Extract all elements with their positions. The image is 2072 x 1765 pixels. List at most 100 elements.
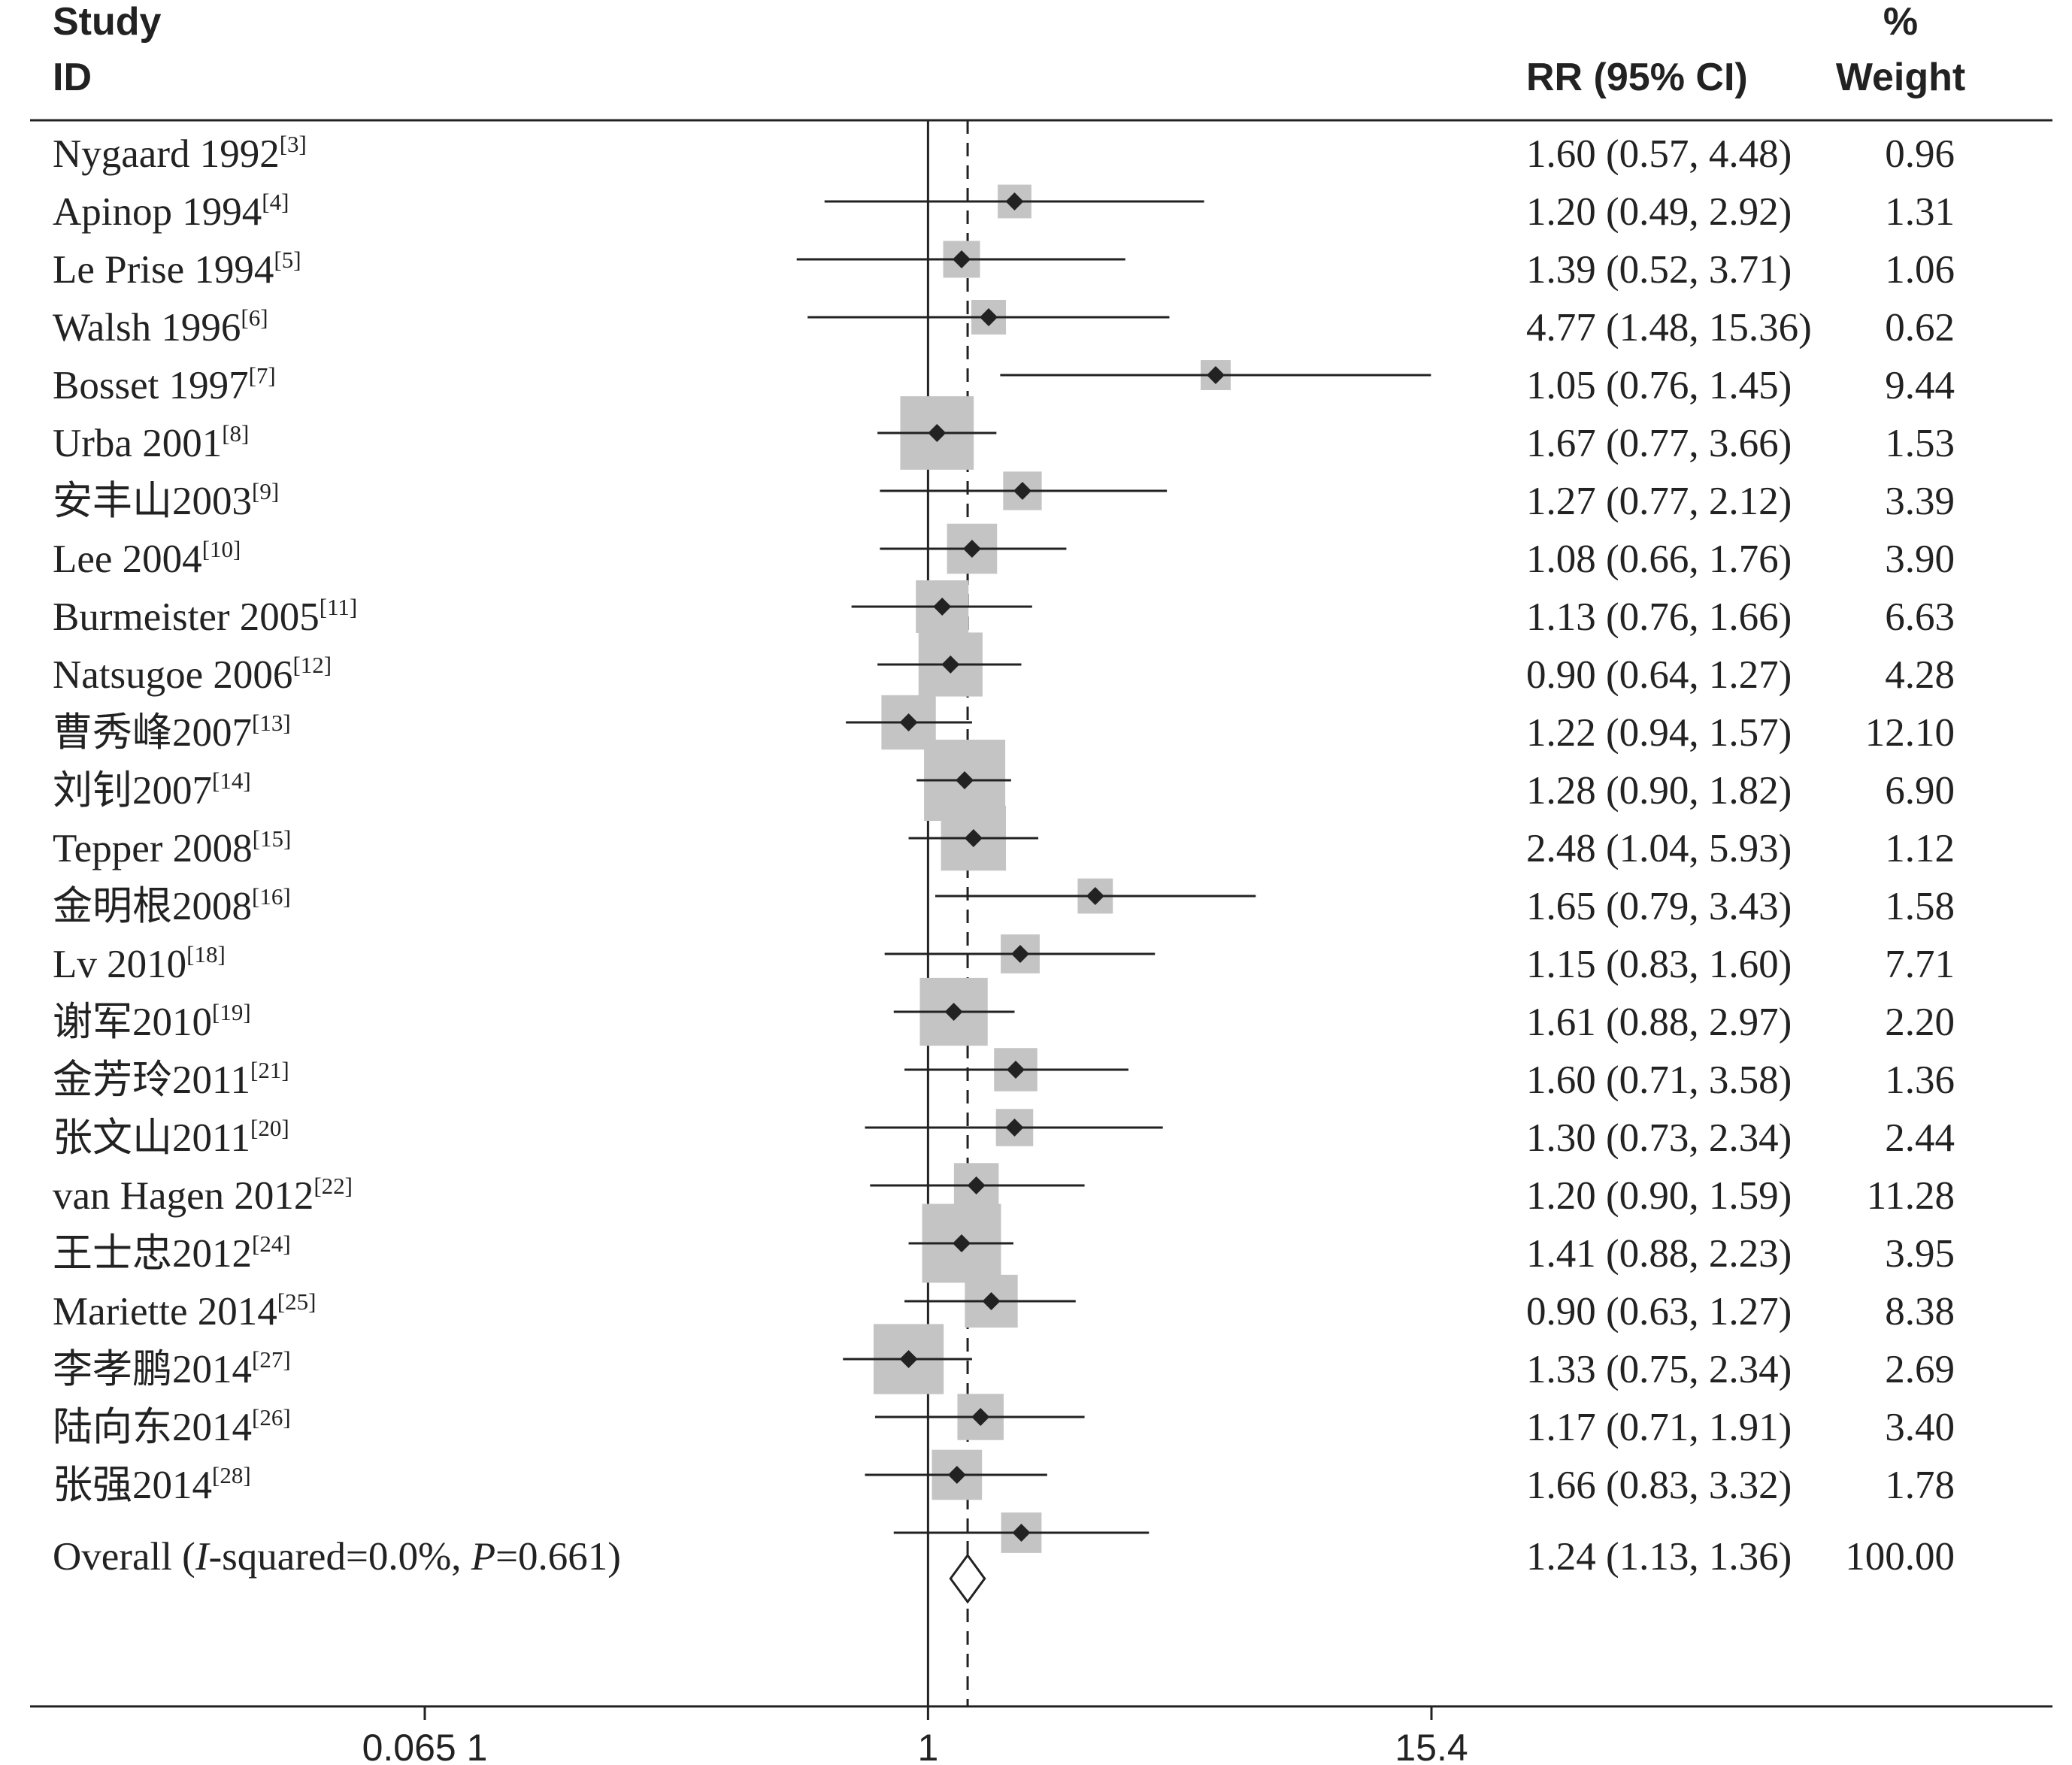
- point-estimate-marker: [964, 829, 983, 847]
- study-name: 安丰山2003: [53, 480, 252, 523]
- point-estimate-marker: [980, 308, 998, 326]
- study-label: 金明根2008[16]: [53, 883, 291, 928]
- study-ref: [16]: [252, 883, 291, 910]
- study-name: 李孝鹏2014: [53, 1348, 252, 1391]
- study-rr-ci: 1.66 (0.83, 3.32): [1526, 1464, 1792, 1507]
- study-label: Natsugoe 2006[12]: [53, 652, 332, 697]
- study-weight: 3.40: [1885, 1406, 1955, 1449]
- study-ref: [11]: [320, 594, 358, 620]
- study-rr-ci: 1.41 (0.88, 2.23): [1526, 1232, 1792, 1276]
- study-rr-ci: 1.20 (0.90, 1.59): [1526, 1174, 1792, 1218]
- overall-label-suffix: =0.661): [495, 1535, 621, 1579]
- study-ref: [8]: [222, 420, 249, 447]
- point-estimate-marker: [899, 1350, 918, 1368]
- point-estimate-marker: [933, 598, 952, 616]
- study-row: 王士忠2012[24] 1.41 (0.88, 2.23) 3.95: [53, 1231, 1955, 1328]
- study-weight: 3.90: [1885, 537, 1955, 581]
- study-ref: [20]: [250, 1115, 289, 1141]
- study-rr-ci: 1.20 (0.49, 2.92): [1526, 190, 1792, 234]
- header-weight-percent: %: [1883, 0, 1918, 44]
- study-name: 张文山2011: [53, 1116, 250, 1160]
- study-name: Burmeister 2005: [53, 595, 320, 639]
- study-ref: [10]: [202, 536, 241, 562]
- point-estimate-marker: [1005, 192, 1024, 210]
- study-row: 谢军2010[19] 1.61 (0.88, 2.97) 2.20: [53, 999, 1955, 1091]
- point-estimate-marker: [982, 1292, 1001, 1310]
- point-estimate-marker: [1012, 1524, 1031, 1542]
- study-name: 金明根2008: [53, 885, 252, 928]
- study-ref: [5]: [274, 247, 301, 273]
- study-label: Lee 2004[10]: [53, 536, 241, 581]
- study-ref: [28]: [212, 1462, 251, 1488]
- study-label: 张强2014[28]: [53, 1462, 251, 1507]
- study-name: 曹秀峰2007: [53, 711, 252, 755]
- study-row: Tepper 2008[15] 2.48 (1.04, 5.93) 1.12: [53, 825, 1955, 914]
- study-weight: 1.06: [1885, 248, 1955, 292]
- study-rr-ci: 2.48 (1.04, 5.93): [1526, 827, 1792, 870]
- study-label: Urba 2001[8]: [53, 420, 249, 465]
- point-estimate-marker: [941, 655, 960, 674]
- point-estimate-marker: [899, 713, 918, 731]
- study-ref: [24]: [252, 1231, 291, 1257]
- study-label: 张文山2011[20]: [53, 1115, 289, 1160]
- overall-diamond: [949, 1553, 986, 1604]
- study-weight: 9.44: [1885, 364, 1955, 407]
- study-label: Mariette 2014[25]: [53, 1288, 316, 1334]
- study-rr-ci: 1.65 (0.79, 3.43): [1526, 885, 1792, 928]
- study-row: Lv 2010[18] 1.15 (0.83, 1.60) 7.71: [53, 941, 1955, 1046]
- study-ref: [15]: [253, 825, 292, 852]
- study-ref: [3]: [280, 131, 307, 157]
- study-weight: 3.39: [1885, 480, 1955, 523]
- study-weight: 2.44: [1885, 1116, 1955, 1160]
- header-weight: Weight: [1836, 56, 1965, 99]
- point-estimate-marker: [971, 1408, 990, 1426]
- study-ref: [9]: [252, 478, 279, 504]
- study-row: 张强2014[28] 1.66 (0.83, 3.32) 1.78: [53, 1462, 1955, 1553]
- overall-label-p: P: [471, 1535, 495, 1579]
- study-name: Walsh 1996: [53, 306, 241, 350]
- point-estimate-marker: [962, 540, 981, 558]
- study-name: 张强2014: [53, 1464, 212, 1507]
- study-label: van Hagen 2012[22]: [53, 1173, 353, 1218]
- study-row: Burmeister 2005[11] 1.13 (0.76, 1.66) 6.63: [53, 594, 1955, 697]
- study-weight: 0.96: [1885, 132, 1955, 176]
- study-row: Le Prise 1994[5] 1.39 (0.52, 3.71) 1.06: [53, 247, 1955, 335]
- overall-weight: 100.00: [1845, 1535, 1955, 1579]
- study-name: Mariette 2014: [53, 1290, 277, 1334]
- study-row: 金芳玲2011[21] 1.60 (0.71, 3.58) 1.36: [53, 1057, 1955, 1146]
- study-label: 谢军2010[19]: [53, 999, 251, 1044]
- study-ref: [22]: [314, 1173, 353, 1199]
- study-ref: [18]: [186, 941, 226, 967]
- study-weight: 2.20: [1885, 1001, 1955, 1044]
- study-rr-ci: 4.77 (1.48, 15.36): [1526, 306, 1812, 350]
- study-row: 刘钊2007[14] 1.28 (0.90, 1.82) 6.90: [53, 767, 1955, 871]
- study-weight: 7.71: [1885, 943, 1955, 986]
- study-name: Natsugoe 2006: [53, 653, 292, 697]
- study-label: 曹秀峰2007[13]: [53, 710, 291, 755]
- study-weight: 6.63: [1885, 595, 1955, 639]
- study-label: Walsh 1996[6]: [53, 304, 268, 350]
- study-weight: 3.95: [1885, 1232, 1955, 1276]
- point-estimate-marker: [1013, 482, 1031, 500]
- study-row: 李孝鹏2014[27] 1.33 (0.75, 2.34) 2.69: [53, 1346, 1955, 1440]
- study-row: Walsh 1996[6] 4.77 (1.48, 15.36) 0.62: [53, 304, 1955, 390]
- study-weight: 8.38: [1885, 1290, 1955, 1334]
- study-name: Le Prise 1994: [53, 248, 274, 292]
- study-row: Mariette 2014[25] 0.90 (0.63, 1.27) 8.38: [53, 1288, 1955, 1394]
- study-name: Bosset 1997: [53, 364, 249, 407]
- study-rr-ci: 1.15 (0.83, 1.60): [1526, 943, 1792, 986]
- study-ref: [25]: [277, 1288, 317, 1315]
- point-estimate-marker: [1011, 945, 1030, 963]
- overall-label-mid: -squared=0.0%,: [208, 1535, 471, 1579]
- study-row: Nygaard 1992[3] 1.60 (0.57, 4.48) 0.96: [53, 131, 1955, 219]
- study-ref: [19]: [212, 999, 251, 1025]
- study-row: Bosset 1997[7] 1.05 (0.76, 1.45) 9.44: [53, 362, 1955, 470]
- study-rr-ci: 1.22 (0.94, 1.57): [1526, 711, 1792, 755]
- study-name: Lv 2010: [53, 943, 186, 986]
- study-name: Urba 2001: [53, 422, 222, 465]
- study-ref: [14]: [212, 767, 251, 794]
- study-weight: 12.10: [1865, 711, 1955, 755]
- point-estimate-marker: [953, 250, 971, 268]
- study-rr-ci: 1.39 (0.52, 3.71): [1526, 248, 1792, 292]
